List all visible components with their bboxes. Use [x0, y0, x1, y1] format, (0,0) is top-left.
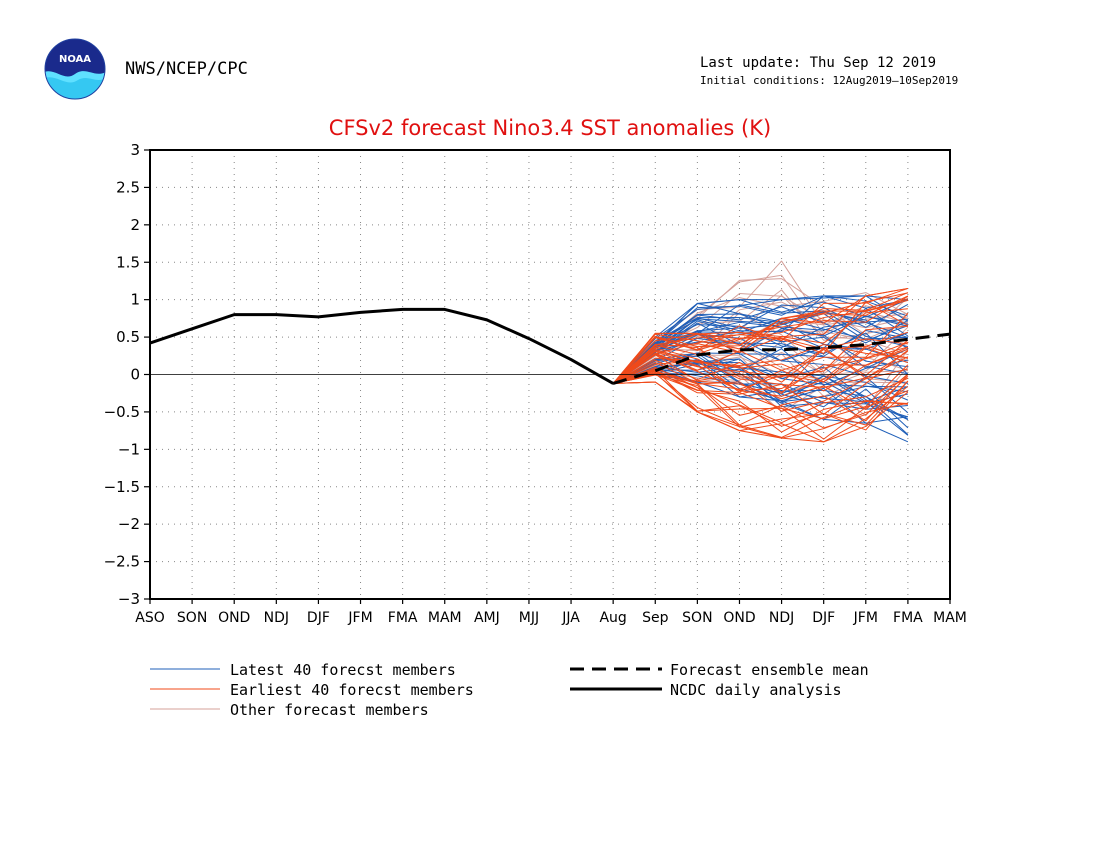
x-tick-label: Sep — [642, 610, 669, 626]
ensemble-member-line — [612, 339, 909, 384]
legend-label: Forecast ensemble mean — [670, 661, 869, 679]
ensemble-member-line — [612, 295, 909, 384]
noaa-logo: NOAA — [44, 38, 106, 100]
ensemble-mean-line — [612, 332, 951, 385]
y-tick-label: −3 — [118, 590, 140, 608]
y-tick-label: 0.5 — [116, 328, 140, 346]
logo-text: NOAA — [59, 54, 91, 65]
x-tick-label: MAM — [933, 610, 967, 626]
y-tick-label: 2.5 — [116, 178, 140, 196]
x-tick-label: DJF — [812, 610, 835, 626]
ensemble-member-line — [613, 369, 909, 431]
x-tick-label: SON — [682, 610, 712, 626]
ensemble-member-line — [612, 311, 909, 384]
x-tick-label: MAM — [428, 610, 462, 626]
main-series — [149, 307, 951, 385]
chart-title: CFSv2 forecast Nino3.4 SST anomalies (K) — [329, 116, 771, 140]
ensemble-member-line — [612, 347, 909, 390]
ensemble-member-line — [612, 299, 909, 384]
y-tick-label: −1.5 — [104, 478, 140, 496]
ensemble-member-line — [612, 321, 909, 384]
x-tick-label: OND — [218, 610, 250, 626]
ensemble-member-line — [612, 338, 908, 384]
x-tick-label: Aug — [599, 610, 626, 626]
ensemble-member-line — [612, 292, 908, 384]
ensemble-member-line — [612, 346, 909, 394]
y-tick-label: −2 — [118, 515, 140, 533]
x-tick-label: ASO — [135, 610, 164, 626]
ensemble-member-line — [612, 287, 908, 384]
y-tick-label: 3 — [130, 141, 140, 159]
ensemble-member-line — [612, 308, 908, 384]
y-tick-label: 1 — [130, 291, 140, 309]
ensemble-member-line — [612, 347, 909, 393]
y-tick-label: 0 — [130, 366, 140, 384]
x-tick-label: DJF — [307, 610, 330, 626]
legend: Latest 40 forecst members Earliest 40 for… — [150, 661, 869, 719]
ensemble-member-line — [613, 358, 909, 414]
ensemble-member-line — [613, 371, 908, 433]
legend-label: Earliest 40 forecst members — [230, 681, 474, 699]
y-tick-label: 2 — [130, 216, 140, 234]
last-update: Last update: Thu Sep 12 2019 — [700, 55, 937, 71]
org-label: NWS/NCEP/CPC — [125, 59, 248, 79]
x-tick-label: FMA — [893, 610, 923, 626]
ensemble-member-line — [613, 363, 908, 424]
ensemble-member-line — [613, 381, 909, 439]
y-tick-label: 1.5 — [116, 253, 140, 271]
x-tick-label: AMJ — [474, 610, 500, 626]
x-tick-label: JFM — [347, 610, 372, 626]
x-tick-label: OND — [723, 610, 755, 626]
analysis-line — [149, 307, 614, 385]
y-tick-label: −1 — [118, 440, 140, 458]
x-tick-label: MJJ — [519, 610, 539, 626]
ensemble-member-line — [612, 295, 909, 384]
x-tick-label: SON — [177, 610, 207, 626]
x-tick-label: NDJ — [769, 610, 794, 626]
axis-ticks: 3 2.5 2 1.5 1 0.5 0 −0.5 −1 −1.5 −2 −2.5 −3 ASO SON OND… — [104, 141, 967, 626]
y-tick-label: −0.5 — [104, 403, 140, 421]
ensemble-member-line — [613, 364, 909, 420]
ensemble-member-line — [612, 354, 908, 403]
ensemble-member-line — [612, 298, 909, 384]
ensemble-earliest-members — [612, 287, 909, 443]
y-tick-label: −2.5 — [104, 553, 140, 571]
legend-label: Other forecast members — [230, 701, 429, 719]
legend-label: NCDC daily analysis — [670, 681, 842, 699]
x-tick-label: JJA — [561, 610, 580, 626]
ensemble-member-line — [612, 344, 908, 384]
ensemble-member-line — [613, 372, 909, 443]
legend-label: Latest 40 forecst members — [230, 661, 456, 679]
ensemble-member-line — [612, 313, 909, 384]
x-tick-label: JFM — [853, 610, 878, 626]
x-tick-label: NDJ — [264, 610, 289, 626]
x-tick-label: FMA — [388, 610, 418, 626]
initial-conditions: Initial conditions: 12Aug2019–10Sep2019 — [700, 74, 959, 87]
ensemble-member-line — [612, 368, 909, 412]
ensemble-member-line — [612, 352, 909, 420]
